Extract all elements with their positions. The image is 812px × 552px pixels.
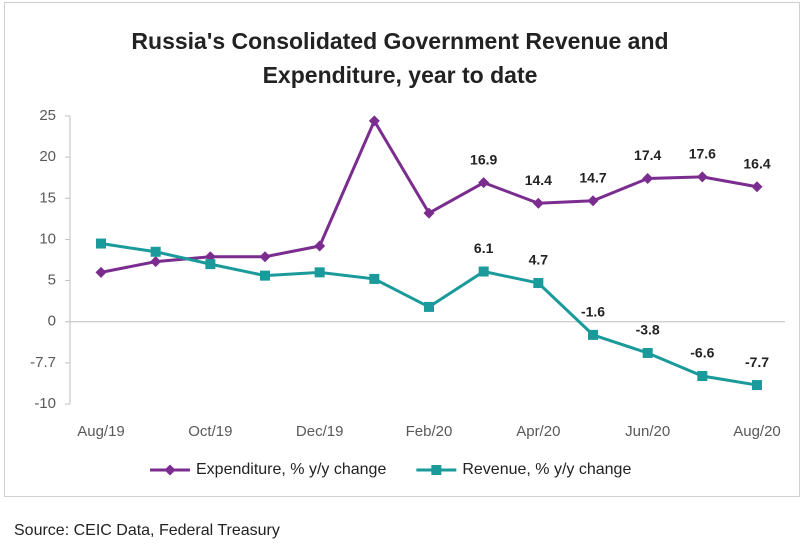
y-tick-label: 15 <box>39 189 56 206</box>
source-note: Source: CEIC Data, Federal Treasury <box>14 522 280 539</box>
data-label: -1.6 <box>581 304 605 320</box>
marker <box>95 266 107 278</box>
data-label: 17.4 <box>634 147 661 163</box>
y-tick-label: 10 <box>39 230 56 247</box>
x-tick-label: Oct/19 <box>188 423 232 440</box>
x-tick-label: Jun/20 <box>625 423 670 440</box>
legend-label: Revenue, % y/y change <box>462 461 631 478</box>
marker <box>751 181 763 193</box>
marker <box>697 371 708 382</box>
marker <box>588 329 598 340</box>
marker <box>423 207 435 219</box>
marker <box>260 270 270 281</box>
marker <box>368 115 380 127</box>
marker <box>164 464 176 476</box>
data-label: 6.1 <box>474 240 494 256</box>
chart-title: Russia's Consolidated Government Revenue… <box>131 28 669 88</box>
marker <box>314 267 325 278</box>
x-tick-label: Feb/20 <box>406 423 453 440</box>
data-label: 14.4 <box>525 172 552 188</box>
data-label: 16.4 <box>743 155 770 171</box>
y-tick-label: 25 <box>39 107 56 124</box>
marker <box>533 278 544 289</box>
marker <box>532 197 544 209</box>
marker <box>431 465 442 475</box>
series-line <box>100 242 758 387</box>
marker <box>424 301 434 312</box>
data-label: 4.7 <box>529 252 549 268</box>
data-label: -3.8 <box>636 322 660 338</box>
marker <box>205 259 216 270</box>
x-tick-label: Aug/19 <box>77 423 125 440</box>
marker <box>642 347 653 358</box>
marker <box>696 171 708 183</box>
marker <box>587 195 599 207</box>
marker <box>150 256 162 268</box>
y-tick-label: 5 <box>48 272 56 289</box>
data-label: 16.9 <box>470 151 497 167</box>
marker <box>478 266 489 277</box>
y-tick-label: 0 <box>48 313 56 330</box>
data-label: 17.6 <box>689 146 716 162</box>
y-tick-label: -10 <box>34 395 56 412</box>
data-label: -7.7 <box>745 354 769 370</box>
series-line <box>100 117 758 274</box>
chart-border <box>4 2 800 497</box>
legend-label: Expenditure, % y/y change <box>196 461 386 478</box>
x-tick-label: Dec/19 <box>296 423 344 440</box>
y-tick-label: -7.7 <box>30 354 56 371</box>
marker <box>150 246 161 257</box>
marker <box>314 240 326 252</box>
x-tick-label: Apr/20 <box>516 423 560 440</box>
marker <box>752 380 762 391</box>
data-label: -6.6 <box>690 345 714 361</box>
x-tick-label: Aug/20 <box>733 423 781 440</box>
marker <box>369 273 380 284</box>
marker <box>96 238 106 249</box>
y-tick-label: 20 <box>39 148 56 165</box>
data-label: 14.7 <box>579 169 606 185</box>
marker <box>259 251 271 263</box>
marker <box>478 177 490 189</box>
marker <box>642 173 654 185</box>
